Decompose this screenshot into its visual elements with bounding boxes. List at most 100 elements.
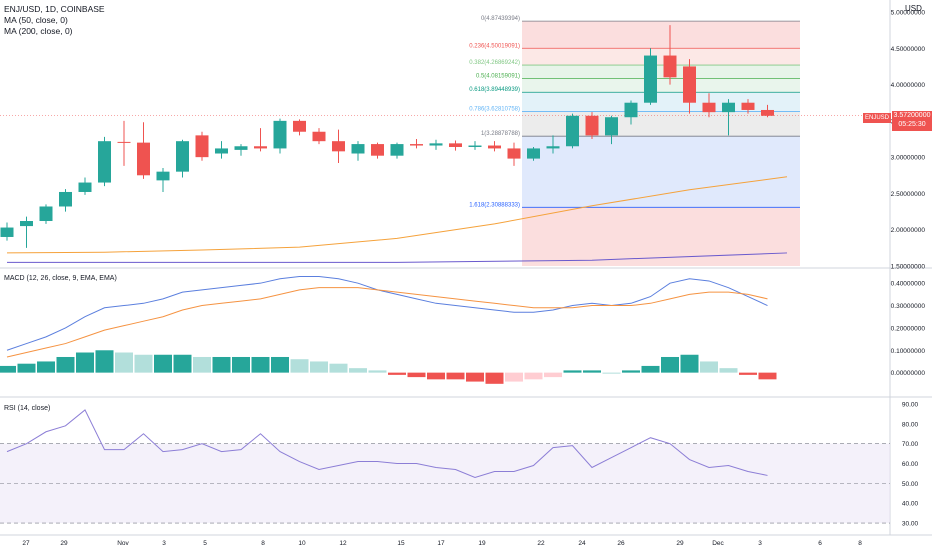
ma200-label: MA (200, close, 0) [4,26,73,36]
time-axis-tick: 22 [537,540,545,547]
price-tag-price: 3.57200000 [893,112,931,119]
fib-level-label: 0.618(3.89448939) [469,87,520,93]
ma50-legend: MA (50, close, 0) [4,15,68,25]
candle [312,131,326,142]
candle [585,115,599,136]
macd-axis-tick: 0.40000000 [891,281,926,288]
candle [215,148,228,154]
macd-histogram-bar [563,370,582,373]
ma50-line [6,176,788,254]
candle [527,148,540,159]
candle [429,143,443,146]
time-axis-tick: 8 [261,540,265,547]
time-axis-tick: 3 [758,540,762,547]
candle [137,142,150,176]
fib-level-label: 1.618(2.30888333) [469,202,520,208]
time-axis-tick: 12 [339,540,347,547]
ma200-line [7,252,788,263]
candle [546,146,560,149]
macd-histogram-bar [758,372,777,380]
price-axis-tick: 4.00000000 [891,82,926,89]
macd-title: MACD (12, 26, close, 9, EMA, EMA) [4,275,117,282]
time-axis-tick: Nov [117,540,129,547]
ma50-label: MA (50, close, 0) [4,15,68,25]
price-axis-tick: 2.50000000 [891,191,926,198]
macd-histogram-bar [95,350,114,373]
candle [449,143,462,147]
macd-histogram-bar [466,372,484,382]
macd-histogram-bar [446,372,465,380]
rsi-axis-tick: 60.00 [902,461,919,468]
macd-line [6,275,768,351]
candle [644,55,657,103]
candle [351,144,365,154]
candle [741,102,755,110]
candle [683,66,696,103]
candle [98,141,111,183]
time-axis-tick: 29 [60,540,68,547]
macd-histogram-bar [524,372,543,380]
fib-zone [522,78,800,93]
macd-axis-tick: 0.20000000 [891,325,926,332]
time-axis-tick: 3 [162,540,166,547]
macd-histogram-bar [212,356,231,373]
macd-histogram-bar [505,372,523,382]
candle [0,227,14,237]
fib-level-label: 0.382(4.26869242) [469,60,520,66]
candle [234,146,248,150]
fib-zone [522,207,800,266]
macd-histogram-bar [173,354,192,373]
rsi-axis-tick: 90.00 [902,401,919,408]
time-axis-tick: 8 [858,540,862,547]
macd-histogram-bar [368,370,387,373]
fib-zone [522,21,800,49]
candle [20,221,33,227]
macd-histogram-bar [622,370,640,373]
fib-level-label: 0.5(4.08159091) [476,74,520,80]
candle [702,102,716,113]
symbol-label: ENJ/USD, 1D, COINBASE [4,4,105,14]
price-tag-countdown: 05:25:30 [898,121,926,128]
macd-histogram-bar [290,359,309,373]
candle [722,102,735,113]
macd-histogram-bar [661,356,679,373]
fib-zone [522,48,800,66]
rsi-line [6,409,768,478]
macd-axis-tick: 0.10000000 [891,348,926,355]
candle [254,146,267,149]
candle [59,191,72,207]
price-axis-tick: 1.50000000 [891,264,926,271]
macd-histogram-bar [232,356,250,373]
time-axis-tick: 24 [578,540,586,547]
macd-histogram-bar [115,352,133,373]
macd-histogram-bar [0,365,16,373]
price-tag: 3.57200000 05:25:30 [892,111,932,131]
macd-histogram-bar [641,365,660,373]
price-axis-tick: 4.50000000 [891,46,926,53]
fib-level-label: 0.786(3.62810758) [469,107,520,113]
rsi-axis-tick: 40.00 [902,501,919,508]
candle [273,120,287,149]
time-axis-tick: Dec [712,540,724,547]
candle [566,115,579,147]
macd-histogram-bar [583,370,601,373]
time-axis-tick: 10 [298,540,306,547]
macd-histogram-bar [56,356,75,373]
fib-level-label: 0(4.87439394) [481,16,520,22]
time-axis-tick: 6 [818,540,822,547]
macd-histogram-bar [17,363,36,373]
candle [78,182,92,192]
candle [371,144,384,156]
macd-histogram-bar [407,372,426,378]
currency-label: USD [905,4,922,13]
time-axis-tick: 29 [676,540,684,547]
symbol-legend: ENJ/USD, 1D, COINBASE [4,4,105,14]
candle [761,109,774,116]
time-axis-tick: 27 [22,540,30,547]
ma200-legend: MA (200, close, 0) [4,26,73,36]
rsi-axis-tick: 70.00 [902,441,919,448]
macd-histogram-bar [544,372,562,378]
rsi-axis-tick: 30.00 [902,521,919,528]
